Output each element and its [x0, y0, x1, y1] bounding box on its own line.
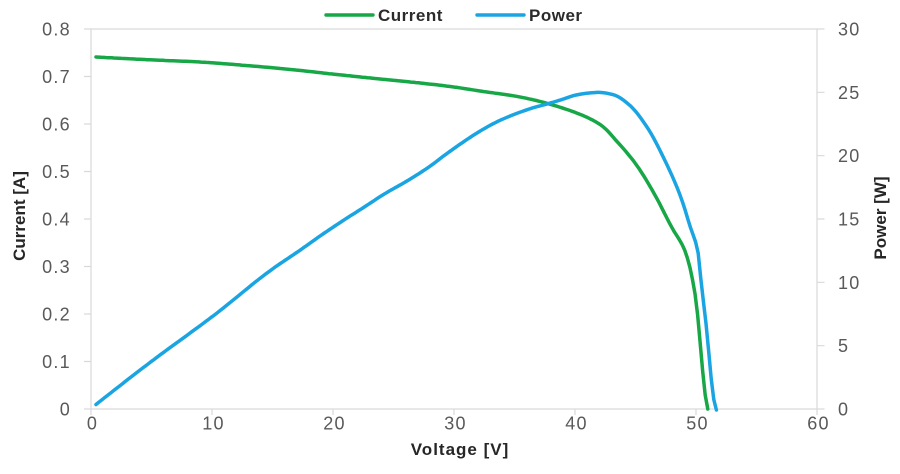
svg-text:30: 30 [444, 414, 467, 434]
svg-text:0: 0 [838, 400, 849, 420]
svg-text:20: 20 [838, 146, 861, 166]
svg-text:0.1: 0.1 [42, 352, 71, 372]
svg-text:0: 0 [87, 414, 98, 434]
svg-text:0.5: 0.5 [42, 162, 71, 182]
svg-text:10: 10 [202, 414, 225, 434]
svg-text:30: 30 [838, 20, 861, 40]
svg-text:0.2: 0.2 [42, 305, 71, 325]
svg-text:Current: Current [378, 6, 443, 25]
svg-text:Power [W]: Power [W] [871, 176, 890, 259]
svg-text:0.4: 0.4 [42, 210, 71, 230]
svg-text:Voltage [V]: Voltage [V] [411, 440, 510, 459]
svg-text:5: 5 [838, 336, 849, 356]
svg-text:60: 60 [807, 414, 830, 434]
svg-text:25: 25 [838, 83, 861, 103]
svg-text:10: 10 [838, 273, 861, 293]
svg-text:0: 0 [60, 400, 71, 420]
svg-text:0.8: 0.8 [42, 20, 71, 40]
svg-text:Current [A]: Current [A] [10, 171, 29, 261]
svg-text:15: 15 [838, 210, 861, 230]
svg-text:50: 50 [686, 414, 709, 434]
svg-text:0.3: 0.3 [42, 257, 71, 277]
svg-text:40: 40 [565, 414, 588, 434]
svg-text:0.7: 0.7 [42, 67, 71, 87]
svg-text:20: 20 [323, 414, 346, 434]
svg-text:Power: Power [529, 6, 583, 25]
svg-text:0.6: 0.6 [42, 115, 71, 135]
